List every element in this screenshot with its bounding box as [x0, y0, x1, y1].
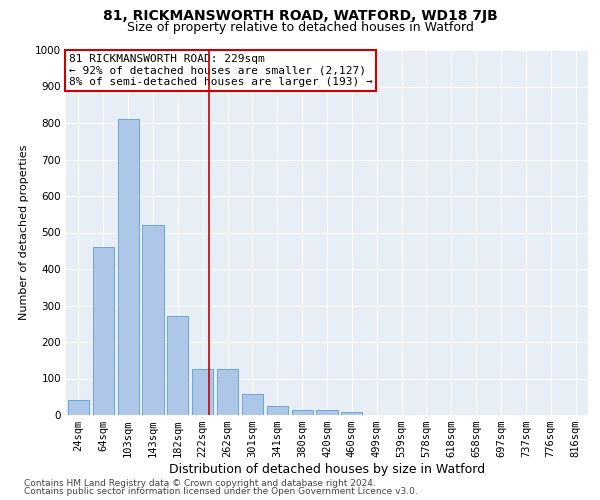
- X-axis label: Distribution of detached houses by size in Watford: Distribution of detached houses by size …: [169, 463, 485, 476]
- Text: Contains public sector information licensed under the Open Government Licence v3: Contains public sector information licen…: [24, 487, 418, 496]
- Bar: [267, 406, 288, 415]
- Bar: [341, 412, 362, 415]
- Bar: [242, 394, 263, 415]
- Bar: [192, 370, 213, 415]
- Bar: [292, 410, 313, 415]
- Bar: [217, 370, 238, 415]
- Text: Size of property relative to detached houses in Watford: Size of property relative to detached ho…: [127, 21, 473, 34]
- Bar: [93, 247, 114, 415]
- Bar: [316, 410, 338, 415]
- Bar: [167, 316, 188, 415]
- Bar: [118, 120, 139, 415]
- Text: 81 RICKMANSWORTH ROAD: 229sqm
← 92% of detached houses are smaller (2,127)
8% of: 81 RICKMANSWORTH ROAD: 229sqm ← 92% of d…: [68, 54, 373, 87]
- Y-axis label: Number of detached properties: Number of detached properties: [19, 145, 29, 320]
- Text: Contains HM Land Registry data © Crown copyright and database right 2024.: Contains HM Land Registry data © Crown c…: [24, 478, 376, 488]
- Bar: [68, 400, 89, 415]
- Text: 81, RICKMANSWORTH ROAD, WATFORD, WD18 7JB: 81, RICKMANSWORTH ROAD, WATFORD, WD18 7J…: [103, 9, 497, 23]
- Bar: [142, 225, 164, 415]
